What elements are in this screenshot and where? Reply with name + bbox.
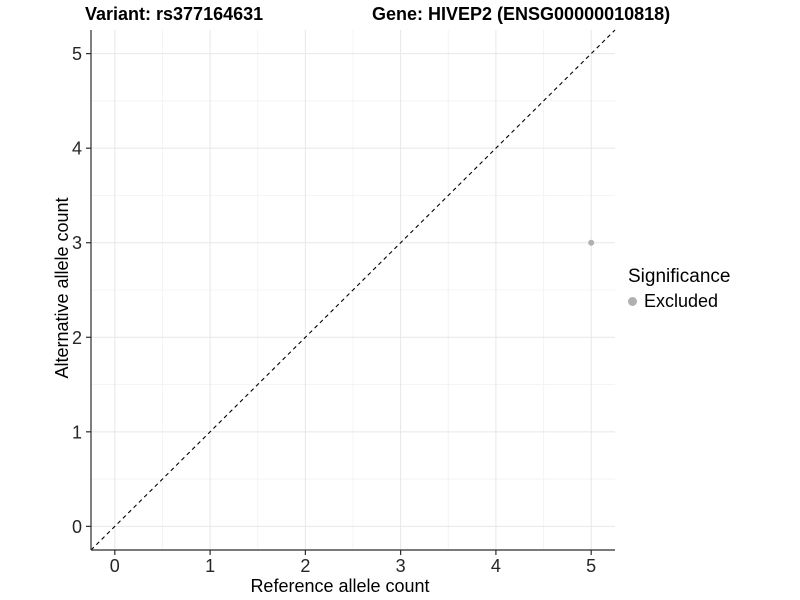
svg-text:1: 1 [205,556,215,576]
svg-text:1: 1 [72,422,82,442]
svg-text:3: 3 [72,233,82,253]
svg-text:3: 3 [396,556,406,576]
x-axis-title: Reference allele count [250,576,429,596]
legend-entry-label: Excluded [644,291,719,311]
svg-text:4: 4 [491,556,501,576]
axis-lines-and-ticks [86,30,615,555]
svg-text:2: 2 [300,556,310,576]
svg-text:0: 0 [110,556,120,576]
plot-title-gene: Gene: HIVEP2 (ENSG00000010818) [372,4,670,24]
svg-text:2: 2 [72,328,82,348]
svg-text:5: 5 [586,556,596,576]
svg-text:0: 0 [72,517,82,537]
identity-dashed-line [90,29,616,551]
data-points [588,239,595,246]
svg-text:5: 5 [72,44,82,64]
y-axis-title: Alternative allele count [52,197,72,378]
gridlines [91,30,615,550]
legend-title: Significance [628,266,731,287]
svg-text:4: 4 [72,139,82,159]
plot-title-variant: Variant: rs377164631 [85,4,263,24]
legend: Significance Excluded [628,266,730,312]
tick-labels: 0 1 2 3 4 5 0 1 2 3 4 5 [72,44,596,576]
legend-entry-excluded: Excluded [628,291,730,312]
legend-point-icon [628,297,637,306]
